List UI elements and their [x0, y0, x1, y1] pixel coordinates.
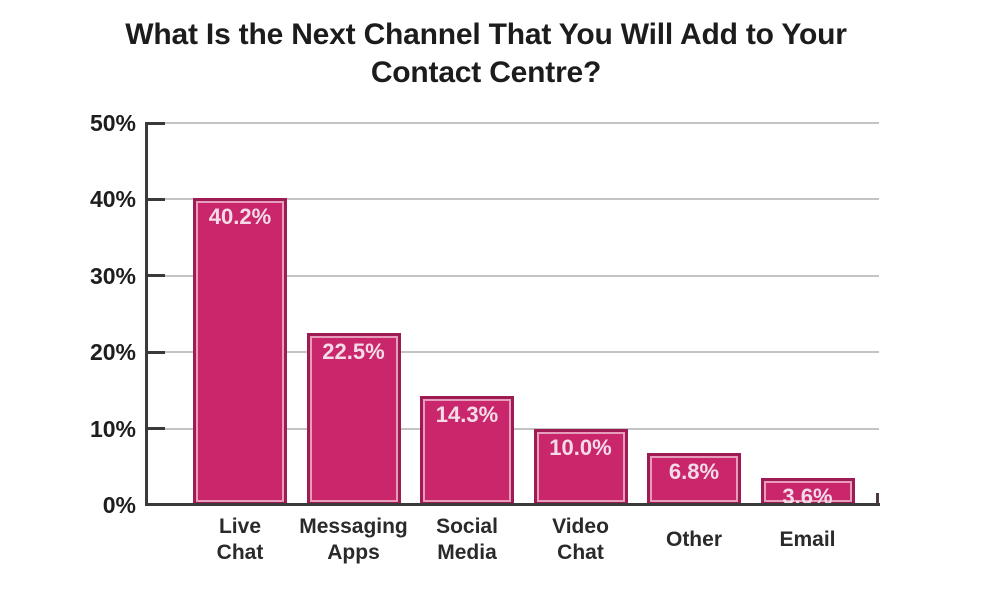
gridline-30: [148, 274, 879, 277]
category-label-email: Email: [733, 511, 883, 569]
y-tick-label-20: 20%: [89, 339, 136, 366]
bar-video-chat: 10.0%: [533, 428, 628, 505]
bar-value-label: 6.8%: [668, 459, 720, 485]
category-label-line: Messaging: [299, 515, 408, 538]
bar-live-chat: 40.2%: [193, 197, 287, 505]
category-label-video-chat: Video Chat: [506, 511, 656, 569]
category-label-line: Apps: [327, 541, 380, 564]
plot-area: 40.2% 22.5% 14.3% 10.0% 6.8% 3.6%: [145, 121, 880, 508]
y-tick-label-50: 50%: [89, 110, 136, 136]
category-label-other: Other: [619, 511, 769, 569]
y-tick-mark-50: [145, 121, 165, 125]
bar-social-media: 14.3%: [420, 395, 514, 505]
y-tick-label-30: 30%: [89, 262, 136, 289]
category-label-line: Other: [665, 528, 722, 551]
bar-messaging-apps: 22.5%: [306, 333, 401, 505]
bar-email: 3.6%: [760, 477, 855, 508]
category-label-line: Chat: [557, 541, 604, 564]
bar-value-label: 22.5%: [322, 339, 385, 365]
gridline-50: [148, 122, 879, 124]
gridline-40: [148, 198, 879, 201]
bar-other: 6.8%: [647, 453, 741, 505]
category-label-live-chat: Live Chat: [165, 511, 315, 569]
category-label-social-media: Social Media: [392, 511, 542, 569]
y-tick-mark-10: [145, 427, 165, 431]
category-label-line: Live: [218, 515, 262, 538]
y-tick-mark-40: [145, 197, 165, 201]
category-label-line: Email: [779, 528, 836, 551]
x-axis-end-tick: [876, 493, 879, 505]
category-label-line: Chat: [216, 541, 264, 564]
bar-value-label: 40.2%: [208, 203, 272, 229]
gridline-20: [148, 351, 879, 354]
chart-title: What Is the Next Channel That You Will A…: [125, 18, 847, 89]
x-axis-line: [145, 503, 880, 506]
category-label-messaging-apps: Messaging Apps: [279, 511, 429, 569]
category-label-line: Media: [437, 541, 497, 564]
category-label-line: Video: [552, 515, 609, 538]
bar-value-label: 14.3%: [435, 401, 499, 427]
y-tick-label-10: 10%: [89, 415, 136, 442]
y-axis-line: [145, 123, 148, 505]
y-tick-label-0: 0%: [102, 492, 136, 518]
y-tick-mark-20: [145, 350, 165, 354]
y-tick-mark-30: [145, 274, 165, 278]
y-tick-label-40: 40%: [89, 186, 136, 213]
category-label-line: Social: [436, 515, 498, 538]
bar-value-label: 10.0%: [549, 434, 612, 460]
